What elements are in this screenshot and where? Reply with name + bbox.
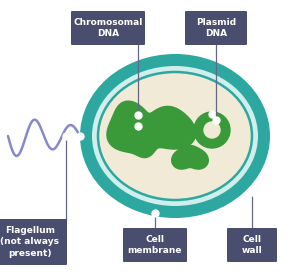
Circle shape — [194, 112, 230, 148]
FancyBboxPatch shape — [123, 228, 187, 262]
Ellipse shape — [80, 54, 270, 218]
FancyBboxPatch shape — [0, 219, 67, 265]
Text: Plasmid
DNA: Plasmid DNA — [196, 18, 236, 38]
Polygon shape — [107, 101, 196, 157]
FancyBboxPatch shape — [227, 228, 277, 262]
Circle shape — [204, 122, 220, 138]
Ellipse shape — [98, 72, 252, 200]
Text: Cell
membrane: Cell membrane — [128, 235, 182, 255]
Text: Flagellum
(not always
present): Flagellum (not always present) — [1, 226, 60, 258]
Ellipse shape — [92, 66, 258, 206]
Polygon shape — [172, 146, 208, 169]
FancyBboxPatch shape — [71, 11, 145, 45]
Text: Chromosomal
DNA: Chromosomal DNA — [73, 18, 143, 38]
Text: Cell
wall: Cell wall — [242, 235, 262, 255]
FancyBboxPatch shape — [185, 11, 247, 45]
